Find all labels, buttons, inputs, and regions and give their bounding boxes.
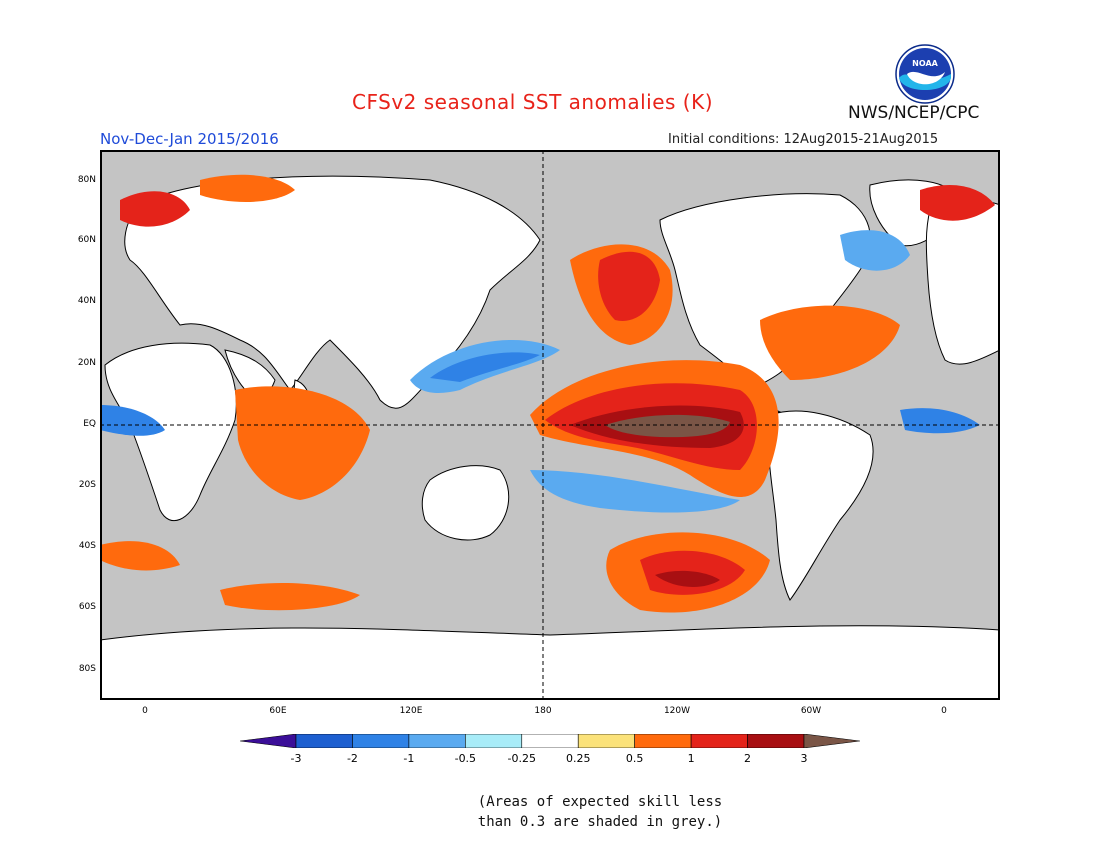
logo-text: NOAA [912,59,938,68]
lat-label: 20N [77,358,96,368]
lat-label: 60N [77,235,96,245]
lat-label: 60S [78,602,96,612]
skill-note-line-1: (Areas of expected skill less [477,794,723,810]
colorbar-label: -3 [290,752,302,765]
lat-label: 20S [78,480,96,490]
land-masses [100,175,1000,700]
colorbar-low-arrow [240,734,297,748]
skill-note-line-2: than 0.3 are shaded in grey.) [477,814,723,830]
colorbar-segment [634,734,692,748]
skill-note: (Areas of expected skill less than 0.3 a… [420,792,780,832]
colorbar-segment [408,734,466,748]
colorbar-segment [521,734,579,748]
lat-label: 40S [78,541,96,551]
anomaly-shading [100,174,995,613]
colorbar-label: 3 [800,752,808,765]
lat-label: 80S [78,664,96,674]
lat-label: 80N [77,175,96,185]
lon-label: 60E [269,706,287,716]
colorbar-label: 2 [744,752,752,765]
forecast-period: Nov-Dec-Jan 2015/2016 [100,130,279,148]
lon-label: 0 [142,706,148,716]
map-title: CFSv2 seasonal SST anomalies (K) [352,90,713,114]
lon-label: 120W [663,706,691,716]
colorbar-segment [295,734,353,748]
colorbar-label: -0.5 [454,752,477,765]
lon-label: 60W [800,706,822,716]
lon-label: 120E [399,706,423,716]
lon-label: 180 [534,706,552,716]
colorbar-high-arrow [803,734,860,748]
colorbar-label: -1 [403,752,415,765]
colorbar-label: -0.25 [507,752,536,765]
colorbar-segment [577,734,635,748]
agency-label: NWS/NCEP/CPC [848,103,980,123]
colorbar-segment [690,734,748,748]
initial-conditions: Initial conditions: 12Aug2015-21Aug2015 [668,132,939,147]
colorbar-label: -2 [346,752,358,765]
colorbar [240,734,860,748]
sst-anomaly-map [100,150,1000,700]
map-frame [100,150,1000,700]
lat-label: EQ [83,419,96,429]
lon-label: 0 [941,706,947,716]
noaa-logo-icon: NOAA [895,44,955,104]
colorbar-label: 1 [687,752,695,765]
colorbar-segment [465,734,523,748]
colorbar-label: 0.5 [625,752,644,765]
colorbar-segment [352,734,410,748]
colorbar-label: 0.25 [565,752,591,765]
colorbar-segment [747,734,805,748]
lat-label: 40N [77,296,96,306]
